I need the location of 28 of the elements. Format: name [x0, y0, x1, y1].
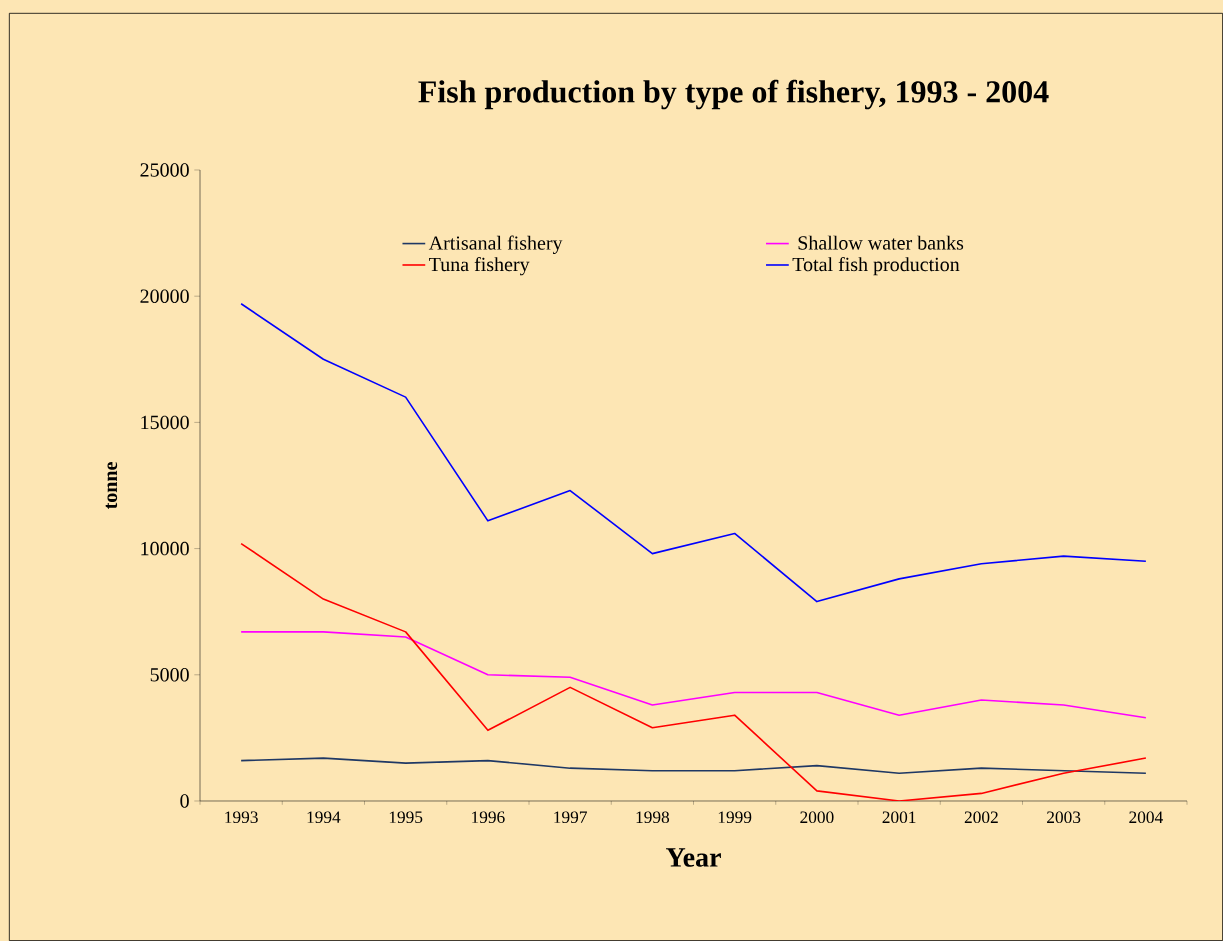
x-tick-label: 1994: [307, 811, 341, 824]
y-tick-label: 10000: [141, 541, 189, 556]
legend-label: Shallow water banks: [798, 235, 964, 250]
y-tick-label: 5000: [150, 668, 189, 682]
chart-title: Fish production by type of fishery, 1993 - 2004: [418, 79, 1049, 110]
y-tick-label: 25000: [140, 163, 189, 177]
line-series: [240, 631, 1147, 719]
y-tick-label: 15000: [141, 415, 189, 430]
legend-label: Tuna fishery: [429, 256, 530, 276]
x-tick-label: 2003: [1047, 811, 1081, 824]
x-tick-label: 1995: [389, 811, 423, 824]
y-tick-label: 0: [180, 794, 189, 808]
legend-label: Total fish production: [792, 256, 960, 276]
x-tick-label: 1993: [225, 811, 258, 824]
x-tick-label: 2001: [882, 811, 916, 824]
x-tick-label: 1996: [472, 811, 505, 824]
x-axis-title: Year: [666, 848, 721, 867]
y-tick-label: 20000: [140, 289, 189, 303]
line-series: [240, 302, 1147, 603]
x-tick-label: 2000: [800, 811, 834, 824]
y-axis-title: tonne: [105, 462, 118, 510]
x-tick-label: 1997: [554, 811, 587, 824]
line-series: [240, 542, 1147, 801]
legend-label: Artisanal fishery: [428, 235, 563, 254]
x-tick-label: 2002: [964, 811, 998, 824]
x-tick-label: 1998: [636, 811, 670, 824]
x-tick-label: 2004: [1129, 811, 1163, 824]
x-tick-label: 1999: [718, 811, 752, 824]
